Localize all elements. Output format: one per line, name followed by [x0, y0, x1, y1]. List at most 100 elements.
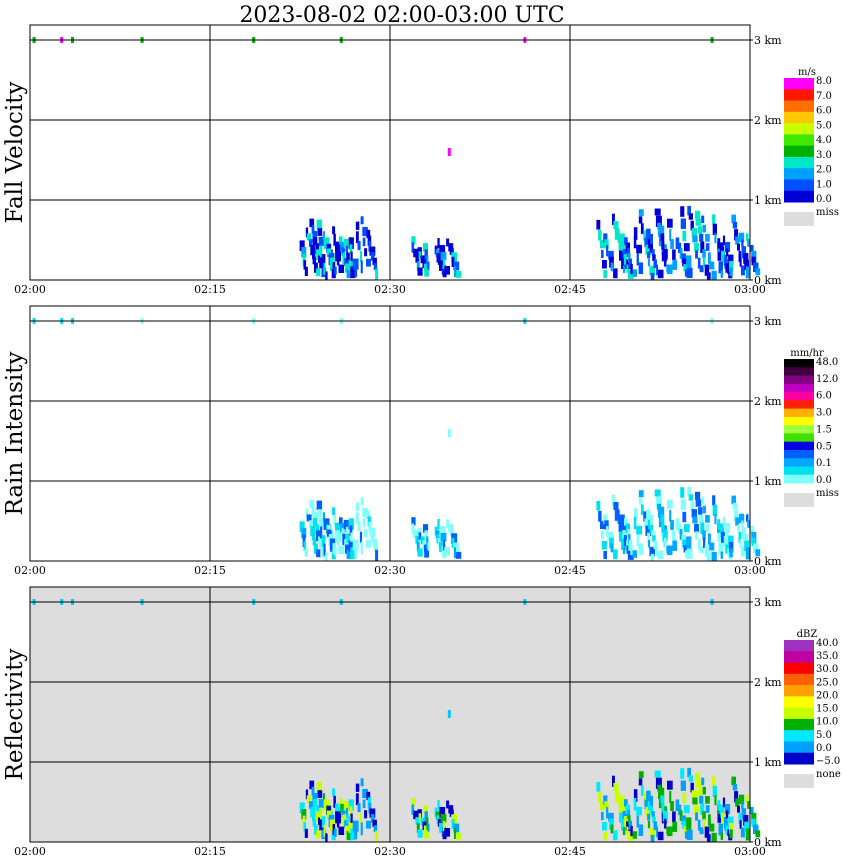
echo-cell — [623, 254, 627, 265]
echo-cell — [727, 548, 731, 555]
echo-cell — [338, 826, 345, 835]
echo-cell — [647, 239, 650, 249]
echo-cell — [309, 499, 315, 509]
echo-cell — [695, 772, 701, 781]
echo-cell — [728, 254, 734, 265]
legend-swatch — [784, 100, 814, 113]
echo-cell — [301, 809, 307, 820]
echo-cell — [333, 266, 337, 275]
echo-cell — [346, 245, 348, 256]
y-tick-label: 2 km — [754, 395, 782, 408]
echo-cell — [299, 240, 305, 252]
echo-cell — [604, 801, 609, 811]
echo-cell — [683, 826, 687, 834]
legend-swatch — [784, 673, 814, 686]
echo-cell — [323, 518, 330, 530]
echo-cell — [626, 264, 629, 273]
echo-cell — [711, 551, 717, 561]
legend-label: 8.0 — [816, 76, 832, 87]
y-tick-label: 3 km — [754, 596, 782, 609]
echo-cell — [343, 238, 349, 249]
echo-cell — [647, 539, 651, 548]
echo-cell — [622, 243, 627, 252]
echo-cell — [312, 531, 316, 541]
echo-cell — [687, 486, 691, 497]
echo-cell — [743, 534, 749, 545]
echo-cell — [686, 829, 693, 840]
echo-cell — [375, 268, 379, 280]
echo-cell — [740, 827, 745, 838]
echo-cell — [638, 543, 644, 555]
echo-cell — [601, 811, 604, 821]
echo-cell — [744, 821, 749, 832]
legend: m/s 0.0 1.0 2.0 3.0 4.0 5.0 6.0 7.0 8.0 miss — [784, 67, 839, 226]
echo-cell — [711, 270, 717, 280]
echo-cell — [302, 253, 306, 266]
legend-label: 2.0 — [816, 165, 832, 176]
echo-cell — [310, 245, 316, 256]
echo-cell — [750, 807, 754, 815]
echo-cell — [369, 808, 376, 818]
echo-cell — [304, 266, 308, 276]
echo-cell — [739, 539, 742, 548]
echo-cell — [453, 823, 460, 833]
echo-cell — [427, 542, 430, 551]
echo-cell — [701, 496, 705, 505]
echo-cell — [332, 788, 336, 797]
echo-cell — [656, 545, 659, 557]
echo-cell — [333, 795, 336, 808]
echo-cell — [451, 537, 455, 548]
echo-cell — [692, 797, 698, 805]
x-tick-label: 02:45 — [554, 564, 586, 577]
echo-cell — [682, 539, 687, 548]
echo-cell — [623, 816, 627, 827]
echo-cell — [666, 545, 673, 556]
echo-cell — [370, 252, 375, 261]
echo-cell — [354, 827, 358, 840]
echo-cell — [708, 814, 711, 826]
echo-cell — [695, 210, 701, 219]
echo-cell — [683, 805, 690, 814]
echo-cell — [683, 264, 687, 272]
legend-swatch — [784, 78, 814, 90]
echo-cell — [630, 825, 633, 837]
echo-cell — [747, 801, 750, 809]
legend-label: −5.0 — [816, 756, 840, 767]
legend-swatch — [784, 400, 814, 410]
echo-cell — [712, 223, 717, 235]
echo-cell — [335, 241, 341, 251]
echo-cell — [613, 268, 618, 279]
x-tick-label: 02:15 — [194, 845, 226, 858]
y-tick-label: 0 km — [754, 836, 782, 849]
echo-cell — [628, 539, 632, 549]
echo-cell — [420, 255, 427, 264]
echo-cell — [335, 249, 341, 262]
legend-label: 1.5 — [816, 424, 832, 435]
echo-cell — [647, 233, 653, 245]
echo-cell — [350, 251, 353, 261]
echo-cell — [718, 542, 723, 555]
echo-cell — [687, 205, 691, 216]
echo-cell — [420, 536, 427, 545]
x-tick-label: 02:00 — [14, 283, 46, 296]
echo-cell — [627, 528, 631, 539]
echo-cell — [717, 251, 721, 261]
echo-cell — [373, 544, 378, 552]
legend-swatch — [784, 640, 814, 652]
echo-cell — [316, 549, 321, 558]
echo-cell — [628, 258, 632, 268]
echo-cell — [622, 805, 627, 814]
legend-swatch — [784, 156, 814, 169]
echo-cell — [314, 543, 318, 554]
echo-cell — [652, 816, 656, 823]
echo-cell — [360, 778, 364, 787]
echo-cell — [657, 269, 664, 279]
echo-cell — [712, 504, 717, 516]
echo-cell — [734, 510, 739, 522]
echo-cell — [602, 260, 607, 269]
echo-cell — [329, 819, 336, 831]
echo-cell — [332, 507, 336, 516]
echo-cell — [416, 542, 420, 552]
echo-cell — [672, 821, 678, 832]
echo-cell — [306, 514, 312, 522]
